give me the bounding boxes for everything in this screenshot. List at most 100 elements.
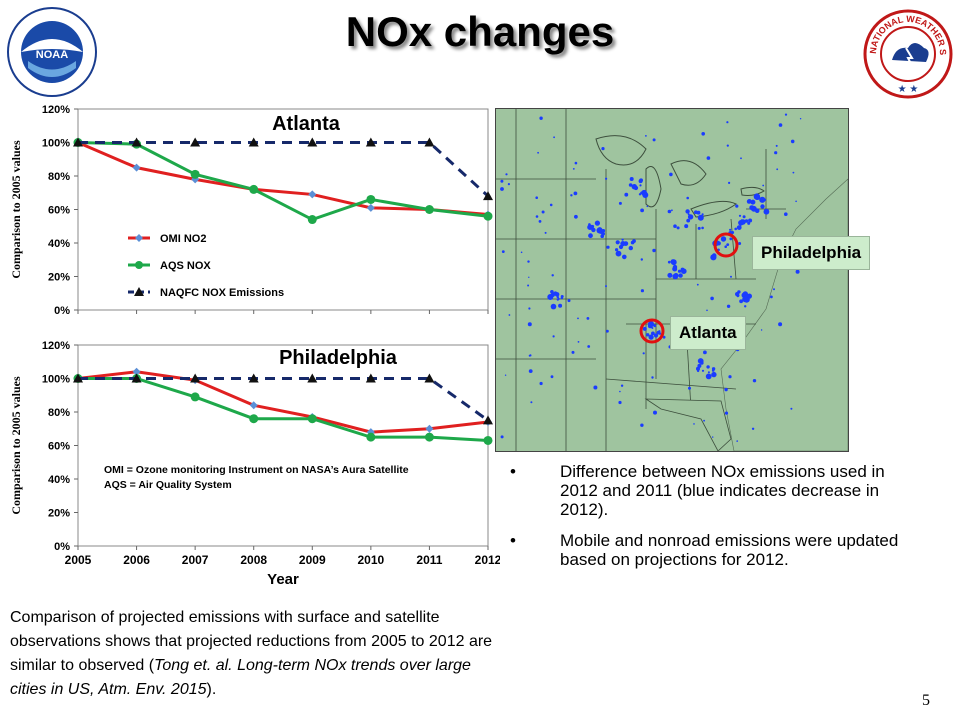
- philadelphia-marker: [713, 232, 739, 258]
- map-point: [505, 173, 508, 176]
- map-point: [731, 231, 735, 234]
- map-point: [760, 329, 763, 331]
- map-point: [726, 304, 731, 308]
- data-point: [424, 432, 434, 442]
- chart-title: Atlanta: [272, 113, 341, 135]
- map-point: [640, 258, 643, 261]
- map-point: [601, 229, 606, 233]
- map-point: [587, 224, 593, 230]
- bullet-list: Difference between NOx emissions used in…: [510, 462, 920, 581]
- data-point: [366, 432, 376, 442]
- map-point: [775, 144, 778, 147]
- map-point: [735, 204, 739, 208]
- map-point: [557, 297, 560, 301]
- noaa-logo-text: NOAA: [36, 49, 68, 61]
- data-point: [190, 373, 201, 383]
- legend-label: OMI NO2: [160, 233, 206, 245]
- map-point: [744, 305, 747, 308]
- map-point: [673, 224, 677, 228]
- map-point: [778, 123, 783, 127]
- legend-marker: [135, 234, 143, 242]
- map-point: [586, 317, 590, 320]
- data-point: [132, 163, 141, 172]
- map-point: [605, 177, 608, 180]
- map-point: [646, 205, 649, 208]
- map-point: [750, 199, 756, 205]
- map-point: [706, 309, 708, 312]
- map-point: [799, 118, 802, 120]
- map-point: [594, 220, 600, 226]
- map-point: [662, 335, 666, 339]
- map-point: [650, 321, 653, 324]
- map-point: [687, 213, 690, 216]
- map-point: [687, 214, 694, 220]
- map-point: [684, 224, 689, 229]
- data-point: [131, 373, 142, 383]
- map-point: [500, 179, 504, 183]
- data-point: [483, 191, 493, 201]
- map-point: [738, 242, 742, 245]
- map-point: [544, 231, 547, 234]
- data-point: [307, 215, 317, 225]
- data-point: [190, 169, 200, 179]
- map-point: [701, 213, 704, 216]
- map-point: [710, 296, 714, 301]
- series-line: [78, 141, 490, 198]
- map-point: [570, 194, 573, 197]
- map-point: [541, 210, 545, 214]
- caption-end: ).: [206, 681, 217, 698]
- map-point: [653, 333, 659, 338]
- map-point: [550, 375, 554, 379]
- map-point: [642, 352, 645, 355]
- map-point: [500, 435, 504, 439]
- y-axis-label: Comparison to 2005 values: [9, 140, 23, 279]
- map-point: [701, 226, 704, 230]
- map-point: [577, 317, 579, 320]
- map-point: [501, 250, 505, 254]
- data-point: [307, 137, 318, 147]
- map-point: [641, 189, 647, 196]
- map-point: [648, 334, 654, 340]
- data-point: [307, 414, 317, 424]
- map-point: [619, 390, 621, 393]
- philadelphia-chart: 0% 20% 40% 60% 80% 100% 120% 2005 2006 2007 2008 20…: [0, 334, 500, 590]
- map-point: [574, 161, 578, 165]
- legend-marker: [135, 261, 143, 269]
- data-point: [366, 428, 375, 437]
- map-point: [697, 214, 704, 221]
- map-point: [670, 259, 676, 264]
- map-point: [724, 411, 729, 415]
- map-point: [656, 330, 661, 335]
- map-point: [527, 284, 530, 287]
- map-point: [550, 292, 555, 297]
- map-point: [720, 236, 727, 242]
- y-tick-label: 0%: [54, 305, 70, 317]
- map-point: [615, 240, 620, 245]
- map-point: [620, 384, 624, 387]
- map-point: [577, 341, 580, 343]
- data-point: [249, 414, 259, 424]
- data-point: [307, 373, 318, 383]
- map-point: [651, 331, 655, 336]
- map-point: [784, 113, 788, 116]
- map-point: [737, 294, 740, 297]
- map-point: [784, 212, 788, 216]
- data-point: [190, 137, 201, 147]
- map-point: [529, 354, 532, 357]
- map-point: [624, 192, 629, 197]
- y-tick-label: 20%: [48, 508, 70, 520]
- map-point: [647, 323, 653, 329]
- map-point: [678, 273, 683, 278]
- map-point: [703, 419, 705, 422]
- map-point: [726, 243, 730, 247]
- map-point: [696, 369, 700, 373]
- map-point: [671, 209, 673, 212]
- data-point: [249, 184, 259, 194]
- caption-citation: Tong et. al. Long-term NOx trends over l…: [10, 657, 471, 698]
- map-point: [728, 375, 732, 379]
- atlanta-chart: 0% 20% 40% 60% 80% 100% 120% Atlanta Comparison …: [0, 100, 500, 340]
- map-point: [742, 215, 746, 219]
- map-point: [795, 269, 800, 274]
- map-point: [748, 218, 753, 223]
- map-point: [706, 374, 709, 377]
